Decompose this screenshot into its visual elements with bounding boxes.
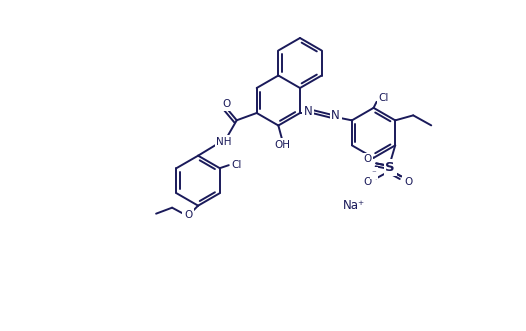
Text: Na⁺: Na⁺ (342, 199, 365, 212)
Text: S: S (386, 161, 395, 174)
Text: NH: NH (216, 137, 232, 147)
Text: O: O (222, 99, 230, 109)
Text: O: O (404, 177, 412, 187)
Text: O: O (363, 154, 371, 165)
Text: Cl: Cl (378, 93, 389, 103)
Text: N: N (304, 105, 312, 118)
Text: Cl: Cl (231, 160, 242, 170)
Text: ⁻: ⁻ (372, 169, 377, 178)
Text: N: N (331, 109, 340, 122)
Text: OH: OH (274, 140, 290, 150)
Text: O: O (363, 177, 371, 187)
Text: O: O (184, 210, 192, 220)
